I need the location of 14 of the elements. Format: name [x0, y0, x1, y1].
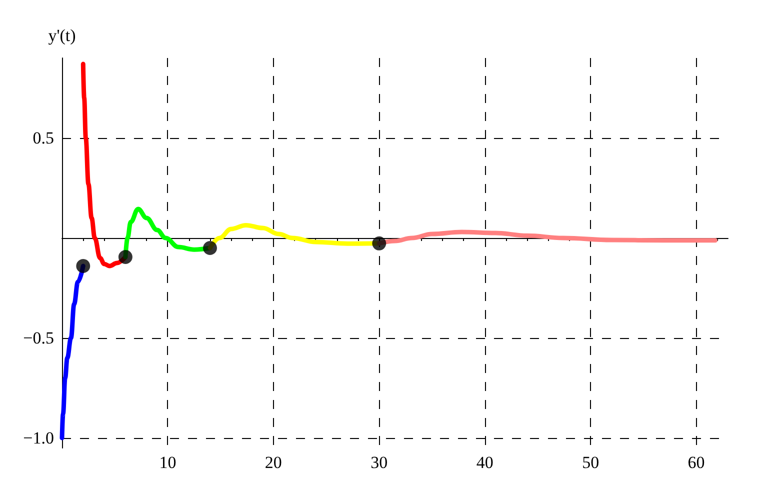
point	[76, 259, 90, 273]
point	[118, 250, 132, 264]
point	[372, 236, 386, 250]
x-tick-label: 50	[582, 453, 600, 472]
x-tick-label: 30	[370, 453, 388, 472]
x-tick-label: 20	[264, 453, 282, 472]
y-tick-label: 0.5	[32, 128, 54, 148]
y-tick-label: −0.5	[23, 328, 54, 348]
point	[203, 241, 217, 255]
y-tick-label: −1.0	[23, 428, 54, 448]
y-axis-title: y'(t)	[48, 26, 76, 45]
x-tick-label: 10	[159, 453, 176, 472]
x-tick-label: 60	[688, 453, 705, 472]
x-tick-label: 40	[476, 453, 494, 472]
